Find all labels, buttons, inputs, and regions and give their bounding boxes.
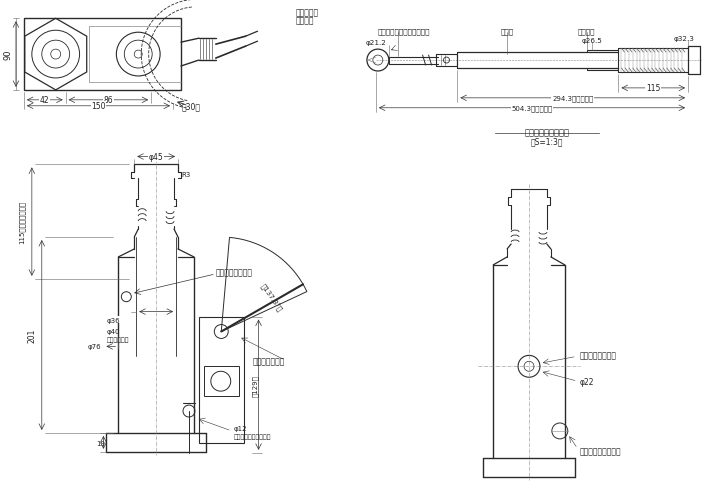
Text: 19: 19 <box>96 440 105 446</box>
Text: φ45: φ45 <box>149 153 163 162</box>
Text: （30）: （30） <box>182 102 200 111</box>
Text: φ32.3: φ32.3 <box>674 36 694 42</box>
Text: φ36: φ36 <box>106 317 120 323</box>
Text: リリーズスクリュウ: リリーズスクリュウ <box>580 447 621 455</box>
Text: φ76: φ76 <box>87 344 102 350</box>
Text: リリーズスクリュウ差込口: リリーズスクリュウ差込口 <box>378 28 430 35</box>
Text: シリンダ内径: シリンダ内径 <box>106 337 129 343</box>
Text: ストッパ: ストッパ <box>578 28 596 35</box>
Text: 86: 86 <box>104 96 113 105</box>
Text: （ポンプピストン径）: （ポンプピストン径） <box>234 433 271 439</box>
Text: φ40: φ40 <box>106 329 120 335</box>
Text: φ21.2: φ21.2 <box>366 40 387 46</box>
Text: （S=1:3）: （S=1:3） <box>530 137 563 146</box>
Bar <box>199 317 244 443</box>
Text: 115（ストローク）: 115（ストローク） <box>18 200 26 243</box>
Text: 90: 90 <box>4 50 13 60</box>
Text: 504.3（最伸長）: 504.3（最伸長） <box>511 105 552 112</box>
Text: 115: 115 <box>646 84 660 93</box>
Bar <box>204 366 239 396</box>
Text: φ22: φ22 <box>580 377 594 386</box>
Bar <box>24 19 181 91</box>
Text: 294.3（最短長）: 294.3（最短長） <box>552 95 594 102</box>
Text: 150: 150 <box>91 102 106 111</box>
Text: 42: 42 <box>40 96 50 105</box>
Text: （137.3°）: （137.3°） <box>258 282 283 312</box>
Text: 専用操作レバー詳細: 専用操作レバー詳細 <box>525 128 569 137</box>
Text: φ26.5: φ26.5 <box>581 38 602 44</box>
Text: 操作レバー: 操作レバー <box>295 9 319 18</box>
Text: R3: R3 <box>181 172 190 178</box>
Text: 伸縮式: 伸縮式 <box>501 28 514 35</box>
Text: φ12: φ12 <box>234 425 247 431</box>
Text: レバーソケット: レバーソケット <box>253 357 285 366</box>
Text: 回転方向: 回転方向 <box>295 17 314 26</box>
Text: 操作レバー差込口: 操作レバー差込口 <box>580 350 617 359</box>
Text: 201: 201 <box>28 328 36 343</box>
Text: （129）: （129） <box>252 374 259 396</box>
Text: オイルフィリング: オイルフィリング <box>216 268 253 277</box>
